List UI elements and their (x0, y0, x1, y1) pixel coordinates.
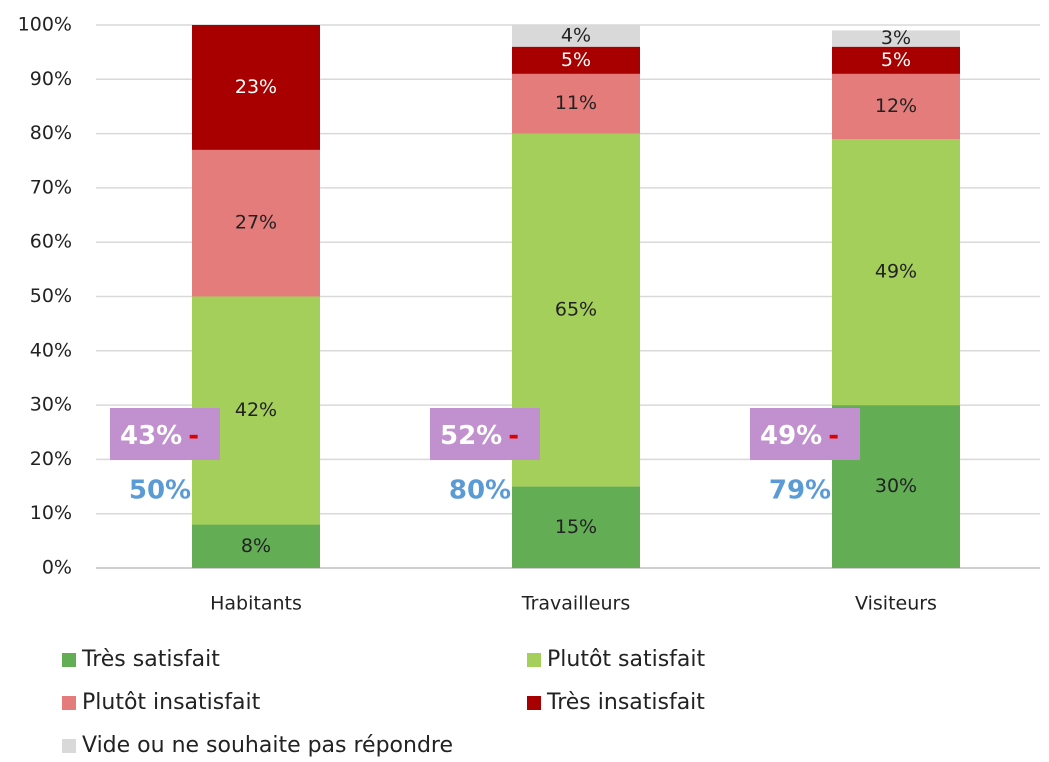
bar-segment (512, 486, 640, 568)
data-label: 4% (561, 24, 591, 46)
annotation-total: 50% (129, 476, 191, 506)
data-label: 12% (875, 95, 917, 117)
x-tick-label: Habitants (210, 593, 302, 615)
bar-segment (832, 30, 960, 47)
data-label: 11% (555, 92, 597, 114)
annotation-sign: - (188, 421, 199, 451)
bar-segment (832, 73, 960, 140)
bar-segment (832, 46, 960, 74)
y-tick-label: 20% (30, 448, 72, 470)
bar-segment (192, 25, 320, 150)
y-tick-label: 50% (30, 285, 72, 307)
annotation-sign: - (508, 421, 519, 451)
annotation-total: 80% (449, 476, 511, 506)
bar-segment (192, 149, 320, 297)
y-tick-label: 30% (30, 394, 72, 416)
y-tick-label: 90% (30, 68, 72, 90)
data-label: 5% (561, 49, 591, 71)
legend-label: Vide ou ne souhaite pas répondre (82, 733, 453, 758)
x-tick-label: Visiteurs (855, 593, 937, 615)
y-tick-label: 60% (30, 231, 72, 253)
y-tick-label: 70% (30, 176, 72, 198)
legend-swatch (527, 653, 541, 667)
legend-label: Plutôt satisfait (547, 647, 706, 672)
data-label: 30% (875, 475, 917, 497)
x-tick-label: Travailleurs (521, 593, 630, 615)
annotation-value: 43% (120, 421, 182, 451)
legend-swatch (62, 739, 76, 753)
legend-label: Très insatisfait (546, 690, 705, 715)
annotation-total: 79% (769, 476, 831, 506)
y-tick-label: 10% (30, 502, 72, 524)
data-label: 65% (555, 299, 597, 321)
annotation-text: 49% - (760, 421, 839, 451)
data-label: 49% (875, 261, 917, 283)
data-label: 23% (235, 76, 277, 98)
y-tick-label: 0% (42, 557, 72, 579)
annotation-box (430, 408, 540, 460)
annotation-box (110, 408, 220, 460)
legend-label: Très satisfait (81, 647, 220, 672)
data-label: 5% (881, 49, 911, 71)
data-label: 8% (241, 535, 271, 557)
legend-swatch (62, 696, 76, 710)
data-label: 42% (235, 399, 277, 421)
data-label: 15% (555, 516, 597, 538)
legend-label: Plutôt insatisfait (82, 690, 261, 715)
legend-swatch (527, 696, 541, 710)
annotation-sign: - (828, 421, 839, 451)
y-tick-label: 100% (18, 14, 72, 36)
data-label: 3% (881, 27, 911, 49)
bar-segment (512, 73, 640, 134)
bar-segment (512, 46, 640, 74)
annotation-box (750, 408, 860, 460)
data-label: 27% (235, 212, 277, 234)
bar-segment (512, 25, 640, 47)
annotation-text: 43% - (120, 421, 199, 451)
bar-segment (192, 524, 320, 568)
annotation-value: 52% (440, 421, 502, 451)
y-tick-label: 40% (30, 339, 72, 361)
bar-segment (832, 139, 960, 406)
y-tick-label: 80% (30, 122, 72, 144)
legend-swatch (62, 653, 76, 667)
annotation-text: 52% - (440, 421, 519, 451)
annotation-value: 49% (760, 421, 822, 451)
